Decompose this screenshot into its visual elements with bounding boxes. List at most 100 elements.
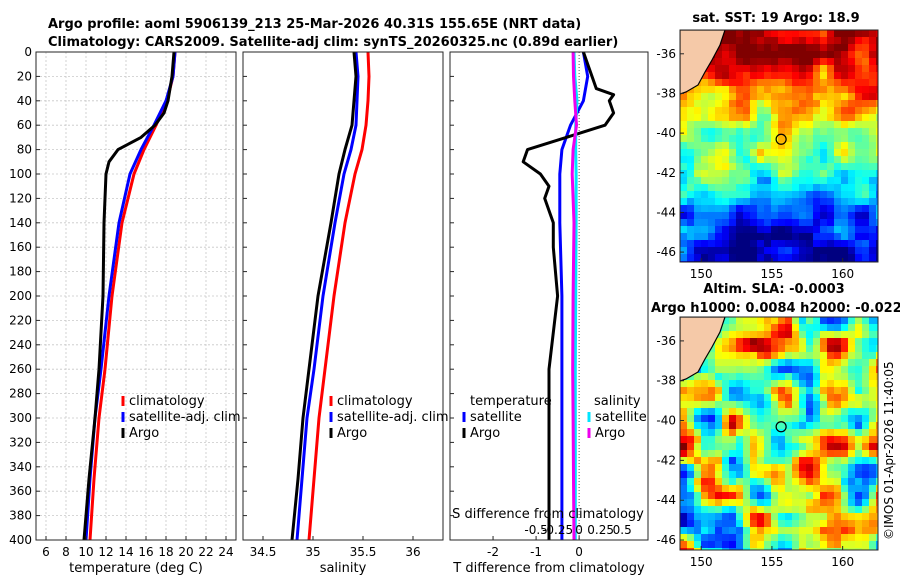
map-cell: [750, 478, 758, 486]
map-cell: [729, 79, 737, 87]
map-cell: [743, 233, 751, 241]
map-cell: [771, 317, 779, 325]
map-cell: [722, 464, 730, 472]
map-cell: [869, 30, 877, 38]
map-cell: [785, 247, 793, 255]
map-cell: [694, 387, 702, 395]
map-cell: [792, 121, 800, 129]
map-cell: [715, 219, 723, 227]
map-cell: [722, 170, 730, 178]
map-cell: [820, 520, 828, 528]
map-cell: [722, 177, 730, 185]
map-cell: [778, 394, 786, 402]
map-cell: [869, 527, 877, 535]
map-cell: [862, 219, 870, 227]
map-cell: [778, 548, 786, 550]
map-cell: [862, 93, 870, 101]
map-cell: [701, 499, 709, 507]
map-cell: [834, 37, 842, 45]
map-cell: [750, 394, 758, 402]
map-cell: [771, 247, 779, 255]
map-cell: [701, 450, 709, 458]
map-cell: [750, 415, 758, 423]
map-cell: [792, 541, 800, 549]
map-cell: [876, 51, 878, 59]
map-cell: [764, 135, 772, 143]
map-cell: [792, 345, 800, 353]
map-cell: [750, 408, 758, 416]
map-cell: [820, 471, 828, 479]
map-cell: [841, 422, 849, 430]
map-cell: [820, 422, 828, 430]
map-cell: [806, 457, 814, 465]
map-cell: [722, 499, 730, 507]
map-cell: [855, 114, 863, 122]
y-tick-label: 360: [9, 484, 32, 498]
map-cell: [785, 51, 793, 59]
map-cell: [708, 450, 716, 458]
map-cell: [701, 205, 709, 213]
map-cell: [701, 177, 709, 185]
map-cell: [799, 429, 807, 437]
map-cell: [862, 156, 870, 164]
map-cell: [855, 373, 863, 381]
map-cell: [827, 177, 835, 185]
map-cell: [680, 163, 688, 171]
map-cell: [680, 212, 688, 220]
map-cell: [799, 100, 807, 108]
map-cell: [771, 541, 779, 549]
map-cell: [750, 191, 758, 199]
map-cell: [757, 121, 765, 129]
map-cell: [764, 191, 772, 199]
map-cell: [827, 450, 835, 458]
map-cell: [764, 429, 772, 437]
map-cell: [855, 464, 863, 472]
map-cell: [722, 352, 730, 360]
map-cell: [855, 212, 863, 220]
map-cell: [729, 506, 737, 514]
map-cell: [715, 233, 723, 241]
map-cell: [764, 506, 772, 514]
map-cell: [827, 254, 835, 262]
map-cell: [778, 527, 786, 535]
map-cell: [729, 534, 737, 542]
map-cell: [869, 443, 877, 451]
map-cell: [785, 485, 793, 493]
map-cell: [680, 534, 688, 542]
map-cell: [750, 128, 758, 136]
map-cell: [792, 415, 800, 423]
map-cell: [820, 387, 828, 395]
map-cell: [715, 359, 723, 367]
map-cell: [841, 114, 849, 122]
map-cell: [799, 114, 807, 122]
map-cell: [729, 408, 737, 416]
map-cell: [848, 485, 856, 493]
map-cell: [806, 44, 814, 52]
map-cell: [799, 51, 807, 59]
map-cell: [757, 338, 765, 346]
map-cell: [771, 107, 779, 115]
map-cell: [764, 548, 772, 550]
map-cell: [848, 373, 856, 381]
map-cell: [729, 422, 737, 430]
map-cell: [869, 163, 877, 171]
map-cell: [876, 114, 878, 122]
map-cell: [736, 359, 744, 367]
series-line-temperature-satellite: [558, 52, 590, 540]
map-cell: [855, 492, 863, 500]
map-cell: [827, 51, 835, 59]
map-cell: [792, 51, 800, 59]
map-cell: [722, 212, 730, 220]
map-cell: [680, 548, 688, 550]
map-cell: [848, 79, 856, 87]
map-cell: [771, 345, 779, 353]
map-cell: [771, 436, 779, 444]
map-cell: [834, 450, 842, 458]
map-cell: [785, 513, 793, 521]
map-cell: [820, 135, 828, 143]
map-cell: [820, 191, 828, 199]
map-cell: [799, 464, 807, 472]
map-cell: [701, 422, 709, 430]
map-cell: [799, 492, 807, 500]
map-cell: [680, 247, 688, 255]
